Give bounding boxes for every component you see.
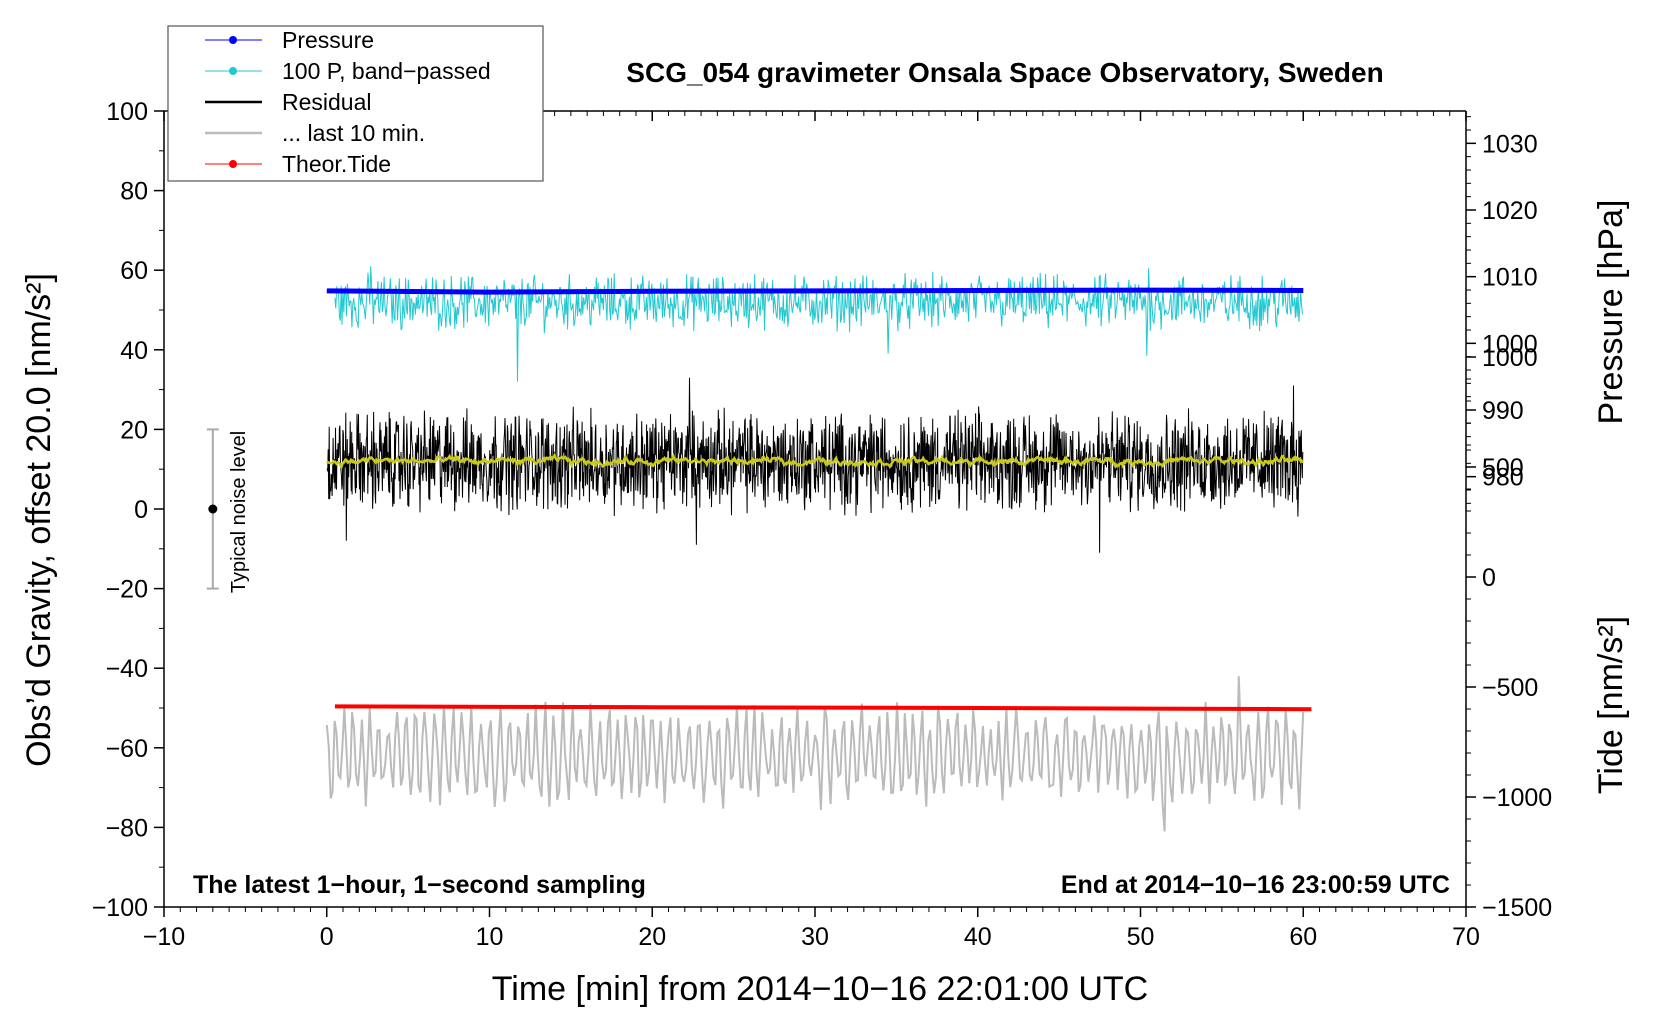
sampling-note: The latest 1−hour, 1−second sampling xyxy=(193,871,646,899)
x-tick-label: 50 xyxy=(1127,923,1155,951)
y-tick-label: 100 xyxy=(106,98,148,126)
legend-swatch-marker xyxy=(229,36,237,44)
y-tick-label: −100 xyxy=(92,894,148,922)
noise-bar-center-dot xyxy=(208,504,218,514)
series-residual xyxy=(326,377,1304,553)
tide-tick-label: −1000 xyxy=(1482,784,1552,812)
pressure-tick-label: 1030 xyxy=(1482,130,1538,158)
legend-label: ... last 10 min. xyxy=(282,120,425,146)
x-axis-title: Time [min] from 2014−10−16 22:01:00 UTC xyxy=(492,970,1148,1008)
y-tick-label: −20 xyxy=(106,576,148,604)
pressure-tick-label: 1010 xyxy=(1482,264,1538,292)
legend-label: Theor.Tide xyxy=(282,151,391,177)
noise-level-indicator xyxy=(206,428,219,590)
x-tick-label: 40 xyxy=(964,923,992,951)
legend-label: Pressure xyxy=(282,27,374,53)
pressure-tick-label: 980 xyxy=(1482,464,1524,492)
pressure-axis-title: Pressure [hPa] xyxy=(1592,200,1630,425)
y-tick-label: 20 xyxy=(120,416,148,444)
x-tick-label: −10 xyxy=(143,923,185,951)
tide-tick-label: 1000 xyxy=(1482,344,1538,372)
tide-tick-label: 0 xyxy=(1482,564,1496,592)
y-tick-label: 60 xyxy=(120,257,148,285)
y-axis-title: Obs’d Gravity, offset 20.0 [nm/s²] xyxy=(20,273,58,767)
pressure-tick-label: 1000 xyxy=(1482,330,1538,358)
y-tick-label: 0 xyxy=(134,496,148,524)
tide-tick-label: 500 xyxy=(1482,454,1524,482)
tide-tick-label: −500 xyxy=(1482,674,1538,702)
end-time-note: End at 2014−10−16 23:00:59 UTC xyxy=(1061,871,1450,899)
series-residual-smoothed xyxy=(325,452,1304,470)
series-layer xyxy=(325,266,1312,832)
pressure-tick-label: 1020 xyxy=(1482,197,1538,225)
x-tick-label: 60 xyxy=(1289,923,1317,951)
x-tick-label: 0 xyxy=(320,923,334,951)
x-tick-label: 10 xyxy=(476,923,504,951)
legend-label: 100 P, band−passed xyxy=(282,58,491,84)
legend-swatch-marker xyxy=(229,160,237,168)
series-band-passed-pressure xyxy=(334,266,1303,382)
noise-level-label: Typical noise level xyxy=(228,431,250,593)
x-tick-label: 30 xyxy=(801,923,829,951)
series-pressure xyxy=(326,287,1304,295)
series-theor-tide xyxy=(334,704,1312,712)
legend-label: Residual xyxy=(282,89,372,115)
chart-title: SCG_054 gravimeter Onsala Space Observat… xyxy=(626,57,1383,88)
axes-layer: −10 0 10 20 30 40 50 60 70−100−80−60−40−20020406… xyxy=(92,98,1553,951)
y-tick-label: 80 xyxy=(120,178,148,206)
series-last-10-min xyxy=(325,676,1305,832)
y-axis-title-main: Obs’d Gravity, offset 20.0 [nm/s²] xyxy=(20,273,58,767)
legend-items: Pressure 100 P, band−passed Residual ... la… xyxy=(205,27,491,177)
x-tick-label: 20 xyxy=(638,923,666,951)
y-tick-label: −80 xyxy=(106,814,148,842)
legend-box xyxy=(167,25,544,182)
x-tick-label: 70 xyxy=(1452,923,1480,951)
tide-axis-title: Tide [nm/s²] xyxy=(1592,616,1630,794)
pressure-tick-label: 990 xyxy=(1482,397,1524,425)
legend: Pressure 100 P, band−passed Residual ... la… xyxy=(167,25,544,182)
tide-tick-label: −1500 xyxy=(1482,894,1552,922)
legend-swatch-marker xyxy=(229,67,237,75)
y-tick-label: 40 xyxy=(120,337,148,365)
y-tick-label: −40 xyxy=(106,655,148,683)
y-tick-label: −60 xyxy=(106,735,148,763)
